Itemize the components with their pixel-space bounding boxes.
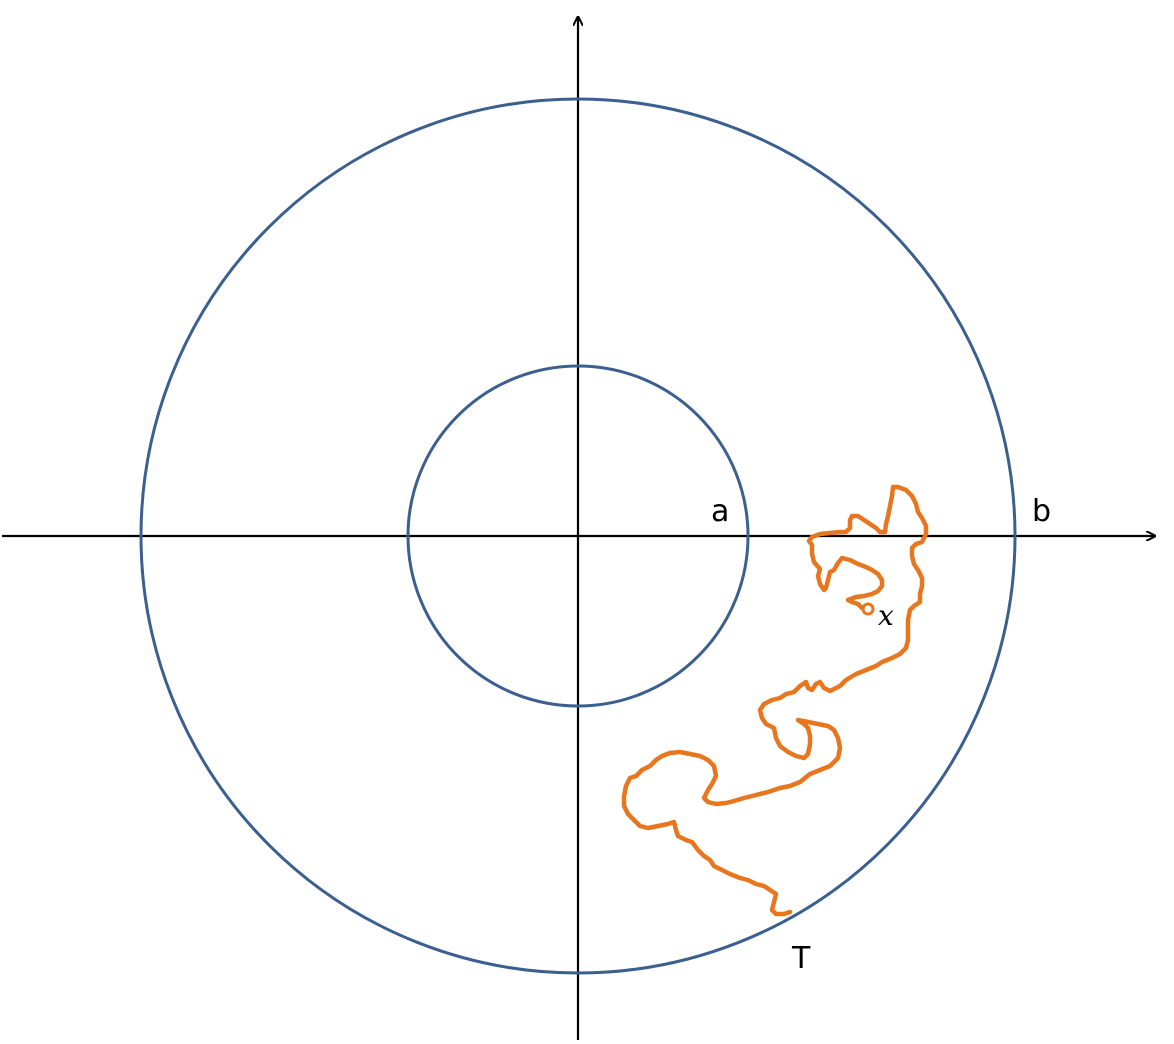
- start-point-marker: [861, 602, 875, 616]
- label-start-point: x: [878, 599, 894, 632]
- random-walk-path: [621, 484, 929, 917]
- label-inner-radius: a: [711, 494, 729, 529]
- label-exit-point: T: [791, 941, 811, 976]
- label-outer-radius: b: [1032, 494, 1051, 529]
- inner-circle: [406, 364, 750, 708]
- outer-circle: [139, 97, 1017, 975]
